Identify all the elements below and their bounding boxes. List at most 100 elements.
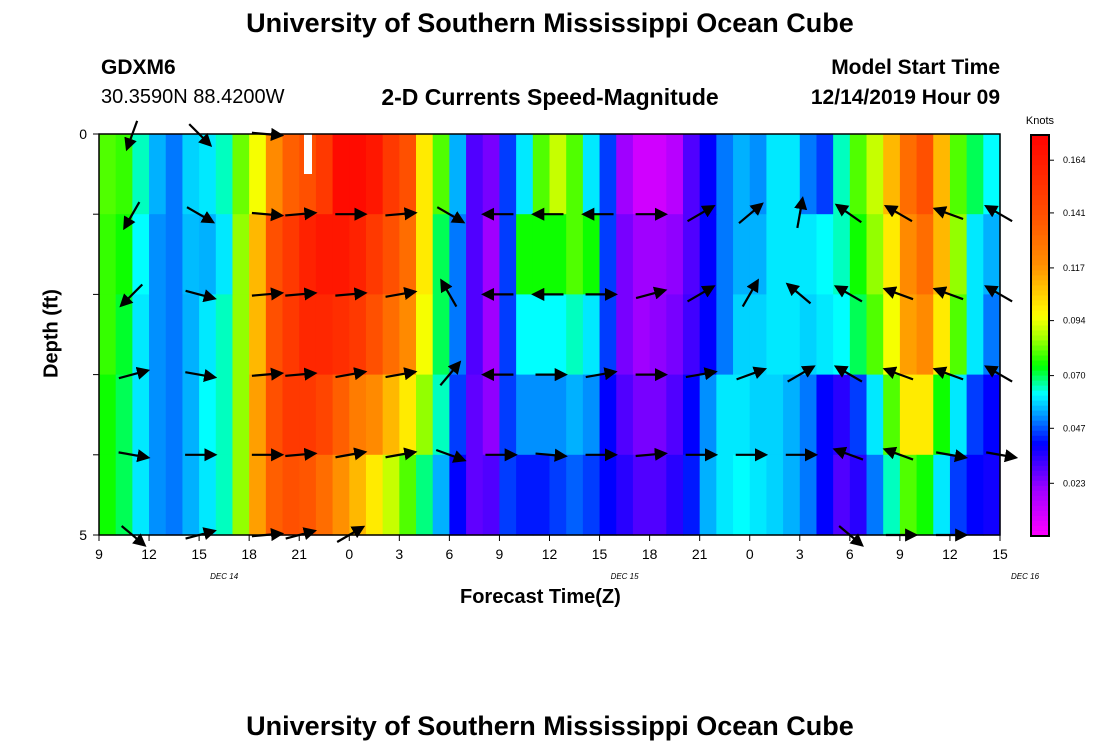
heatmap-cell xyxy=(616,454,634,536)
current-vector-arrow xyxy=(932,206,964,221)
heatmap-cell xyxy=(632,374,651,456)
color-bar-segment xyxy=(1031,205,1049,211)
heatmap-cell xyxy=(966,134,984,215)
color-bar-unit: Knots xyxy=(1026,115,1055,127)
current-vector-arrow xyxy=(251,287,285,301)
heatmap-cell xyxy=(132,134,150,215)
heatmap-cell xyxy=(449,454,467,536)
color-bar-segment xyxy=(1031,515,1049,522)
heatmap-cell xyxy=(199,374,217,456)
heatmap-cell xyxy=(716,134,734,215)
heatmap-cell xyxy=(232,454,250,536)
heatmap-cell xyxy=(899,214,918,295)
heatmap-cell xyxy=(349,214,367,295)
current-vector-arrow xyxy=(833,285,863,303)
x-tick-label: 21 xyxy=(692,546,708,562)
heatmap-cell xyxy=(916,374,934,456)
color-bar-segment xyxy=(1031,350,1049,357)
current-vector-arrow xyxy=(251,367,285,381)
color-bar-segment xyxy=(1031,405,1049,412)
x-tick-label: 3 xyxy=(796,546,804,562)
heatmap-cell xyxy=(849,454,868,536)
heatmap-cell xyxy=(466,134,484,215)
heatmap-cell xyxy=(282,454,300,536)
current-vector-arrow xyxy=(439,360,462,387)
heatmap-cell xyxy=(416,214,434,295)
heatmap-cell xyxy=(799,294,818,376)
heatmap-cell xyxy=(466,294,484,376)
color-bar-segment xyxy=(1031,445,1049,452)
x-tick-label: 6 xyxy=(846,546,854,562)
heatmap-cell xyxy=(499,214,517,295)
current-vector-arrow xyxy=(123,201,141,231)
heatmap-cell xyxy=(682,374,701,456)
heatmap-cell xyxy=(199,134,217,215)
heatmap-cell xyxy=(916,294,934,376)
color-bar-segment xyxy=(1031,455,1049,462)
x-tick-label: 18 xyxy=(642,546,658,562)
color-bar-segment xyxy=(1031,260,1049,266)
color-bar-tick-label: 0.117 xyxy=(1063,263,1085,273)
heatmap-cell xyxy=(883,134,901,215)
color-bar-segment xyxy=(1031,385,1049,392)
heatmap-cell xyxy=(115,134,133,215)
heatmap-cell xyxy=(149,294,167,376)
color-bar-segment xyxy=(1031,275,1049,281)
heatmap-cell xyxy=(649,294,667,376)
heatmap-cell xyxy=(916,214,934,295)
heatmap-cell xyxy=(733,214,751,295)
x-tick-label: 9 xyxy=(496,546,504,562)
heatmap-cell xyxy=(299,134,317,215)
heatmap-cell xyxy=(315,214,334,295)
heatmap-cell xyxy=(983,214,1001,295)
current-vector-arrow xyxy=(794,196,808,229)
color-bar-segment xyxy=(1031,505,1049,512)
heatmap-cell xyxy=(165,374,184,456)
color-bar-tick-label: 0.164 xyxy=(1063,155,1086,165)
heatmap-cell xyxy=(516,134,534,215)
color-bar-segment xyxy=(1031,145,1049,151)
heatmap-cell xyxy=(382,214,400,295)
color-bar-segment xyxy=(1031,460,1049,467)
heatmap-cell xyxy=(699,134,717,215)
heatmap-cell xyxy=(482,374,501,456)
heatmap-cell xyxy=(666,134,684,215)
heatmap-cell xyxy=(716,374,734,456)
heatmap-cell xyxy=(382,454,400,536)
heatmap-cell xyxy=(532,454,551,536)
heatmap-cell xyxy=(582,134,601,215)
heatmap-cell xyxy=(182,454,200,536)
heatmap-cell xyxy=(299,374,317,456)
heatmap-cell xyxy=(883,294,901,376)
color-bar-segment xyxy=(1031,280,1049,286)
heatmap-cell xyxy=(699,214,717,295)
heatmap-cell xyxy=(783,374,801,456)
color-bar-segment xyxy=(1031,160,1049,166)
color-bar-segment xyxy=(1031,240,1049,246)
color-bar-segment xyxy=(1031,470,1049,477)
color-bar-segment xyxy=(1031,335,1049,342)
heatmap-cell xyxy=(649,134,667,215)
current-vector-arrow xyxy=(882,366,914,381)
color-bar-segment xyxy=(1031,175,1049,181)
heatmap-cell xyxy=(349,134,367,215)
color-bar-segment xyxy=(1031,430,1049,437)
current-vector-arrow xyxy=(118,449,151,463)
heatmap-cell xyxy=(599,294,617,376)
heatmap-cell xyxy=(666,454,684,536)
current-vector-arrow xyxy=(185,369,218,383)
heatmap-cell xyxy=(549,294,567,376)
color-bar-tick-label: 0.023 xyxy=(1063,478,1086,488)
heatmap-cell xyxy=(699,294,717,376)
color-bar-segment xyxy=(1031,295,1049,302)
page-title-top: University of Southern Mississippi Ocean… xyxy=(246,8,854,38)
color-bar-segment xyxy=(1031,230,1049,236)
color-bar-segment xyxy=(1031,510,1049,517)
heatmap-cell xyxy=(566,454,584,536)
heatmap-cell xyxy=(265,454,284,536)
heatmap-cell xyxy=(399,294,417,376)
heatmap-cell xyxy=(115,214,133,295)
heatmap-cell xyxy=(749,374,768,456)
color-bar-segment xyxy=(1031,195,1049,201)
heatmap-cell xyxy=(833,454,851,536)
